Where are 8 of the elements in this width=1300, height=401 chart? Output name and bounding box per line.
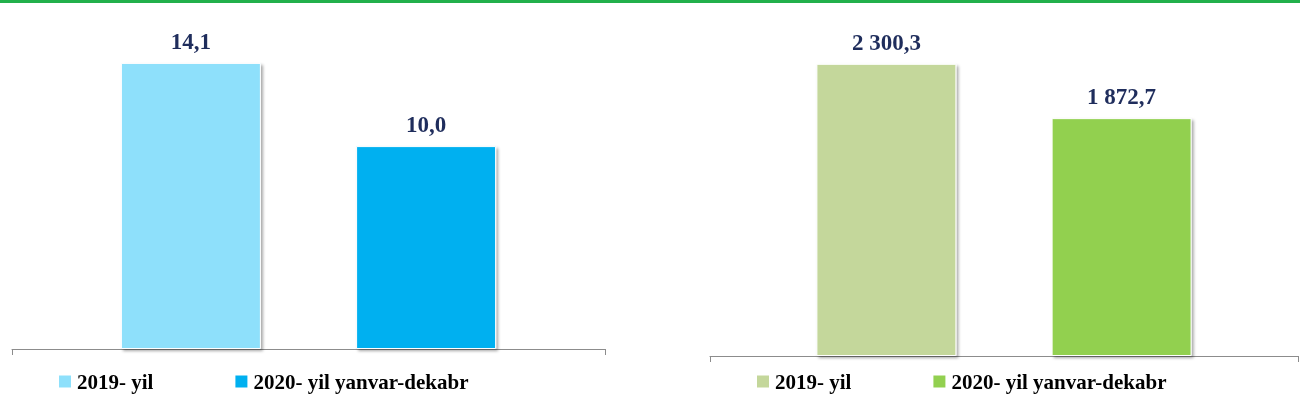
legend-label: 2019- yil: [77, 369, 154, 394]
data-label: 1 872,7: [1087, 84, 1157, 110]
data-label: 2 300,3: [851, 29, 921, 55]
legend-label: 2020- yil yanvar-dekabr: [253, 369, 469, 394]
data-label: 10,0: [405, 112, 447, 138]
legend-label: 2020- yil yanvar-dekabr: [951, 369, 1167, 394]
legend-label: 2019- yil: [775, 369, 852, 394]
data-label: 14,1: [170, 28, 212, 54]
